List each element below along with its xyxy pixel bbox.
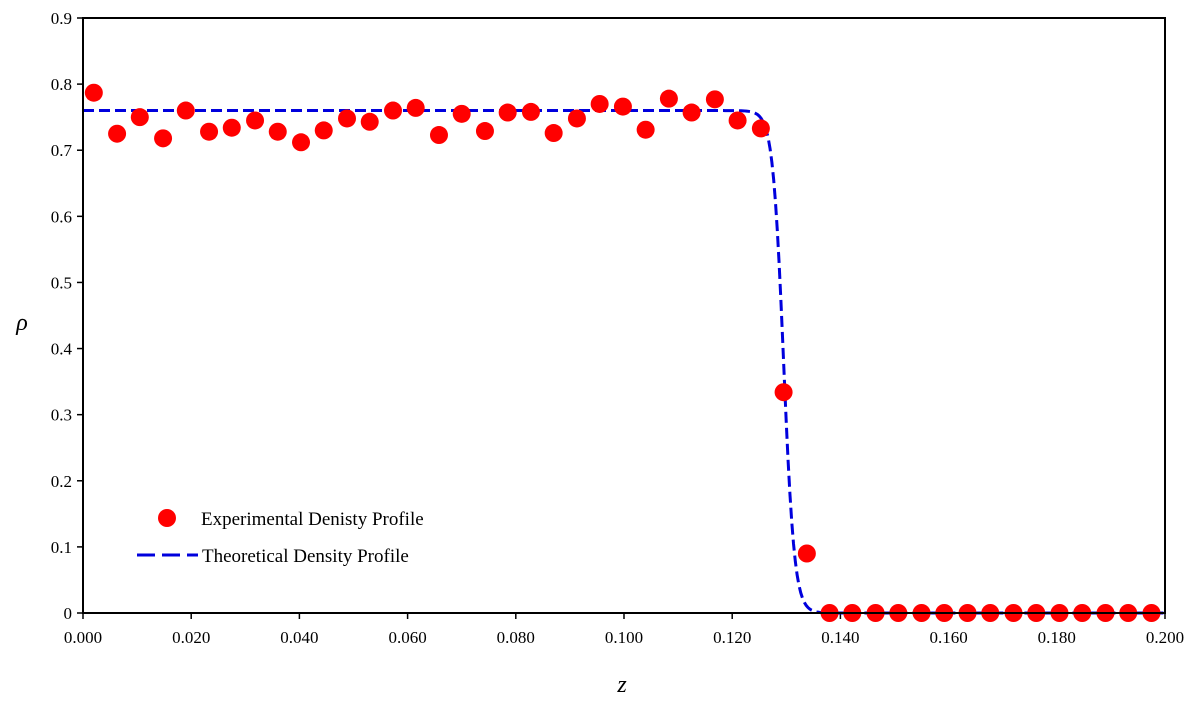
x-tick-label: 0.160: [929, 628, 967, 647]
experimental-point: [590, 94, 609, 113]
y-axis-title: ρ: [15, 310, 28, 336]
legend-label-experimental: Experimental Denisty Profile: [201, 509, 424, 530]
experimental-point: [84, 83, 103, 102]
theoretical-density-line: [83, 109, 1165, 615]
experimental-point: [475, 122, 494, 141]
y-tick-label: 0.7: [51, 141, 73, 160]
experimental-point: [246, 111, 265, 130]
experimental-point: [383, 101, 402, 120]
y-tick-label: 0: [64, 604, 73, 623]
experimental-point: [521, 102, 540, 121]
experimental-point: [268, 122, 287, 141]
y-axis-ticks: 0 0.1 0.2 0.3 0.4 0.5 0.6 0.7 0.8 0.9: [51, 9, 83, 623]
experimental-point: [222, 118, 241, 137]
experimental-point: [774, 383, 793, 402]
experimental-point: [544, 124, 563, 143]
experimental-point: [452, 104, 471, 123]
legend-label-theoretical: Theoretical Density Profile: [202, 546, 409, 567]
experimental-point: [659, 89, 678, 108]
y-tick-label: 0.1: [51, 538, 72, 557]
x-axis-ticks: 0.000 0.020 0.040 0.060 0.080 0.100 0.120 0.140…: [64, 613, 1184, 647]
y-tick-label: 0.9: [51, 9, 72, 28]
experimental-point: [705, 90, 724, 109]
experimental-point: [636, 120, 655, 139]
experimental-point: [682, 103, 701, 122]
x-tick-label: 0.060: [388, 628, 426, 647]
experimental-point: [406, 98, 425, 117]
x-tick-label: 0.140: [821, 628, 859, 647]
experimental-point: [728, 111, 747, 130]
experimental-point: [108, 124, 127, 143]
x-tick-label: 0.200: [1146, 628, 1184, 647]
x-tick-label: 0.020: [172, 628, 210, 647]
experimental-point: [567, 109, 586, 128]
x-tick-label: 0.100: [605, 628, 643, 647]
legend: Experimental Denisty Profile Theoretical…: [137, 509, 424, 567]
y-tick-label: 0.3: [51, 406, 72, 425]
legend-marker-experimental: [158, 509, 176, 527]
x-tick-label: 0.080: [497, 628, 535, 647]
y-tick-label: 0.6: [51, 207, 72, 226]
experimental-points: [84, 83, 1161, 622]
experimental-point: [797, 544, 816, 563]
x-tick-label: 0.040: [280, 628, 318, 647]
experimental-point: [200, 122, 219, 141]
experimental-point: [429, 126, 448, 145]
x-tick-label: 0.120: [713, 628, 751, 647]
experimental-point: [498, 103, 517, 122]
y-tick-label: 0.8: [51, 75, 72, 94]
y-tick-label: 0.2: [51, 472, 72, 491]
x-axis-title: z: [616, 672, 627, 698]
x-tick-label: 0.000: [64, 628, 102, 647]
experimental-point: [130, 108, 149, 127]
experimental-point: [360, 112, 379, 131]
experimental-point: [751, 119, 770, 138]
y-tick-label: 0.5: [51, 273, 72, 292]
experimental-point: [292, 133, 311, 152]
experimental-point: [176, 101, 195, 120]
experimental-point: [613, 97, 632, 116]
x-tick-label: 0.180: [1038, 628, 1076, 647]
plot-area-frame: [82, 17, 1166, 614]
experimental-point: [154, 129, 173, 148]
y-tick-label: 0.4: [51, 340, 73, 359]
experimental-point: [338, 109, 357, 128]
experimental-point: [314, 121, 333, 140]
